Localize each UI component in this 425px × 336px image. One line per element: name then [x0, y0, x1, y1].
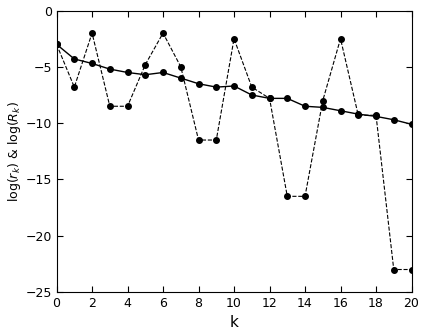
Y-axis label: $\log(r_k)$ & $\log(R_k)$: $\log(r_k)$ & $\log(R_k)$: [6, 101, 23, 202]
X-axis label: k: k: [230, 316, 238, 330]
